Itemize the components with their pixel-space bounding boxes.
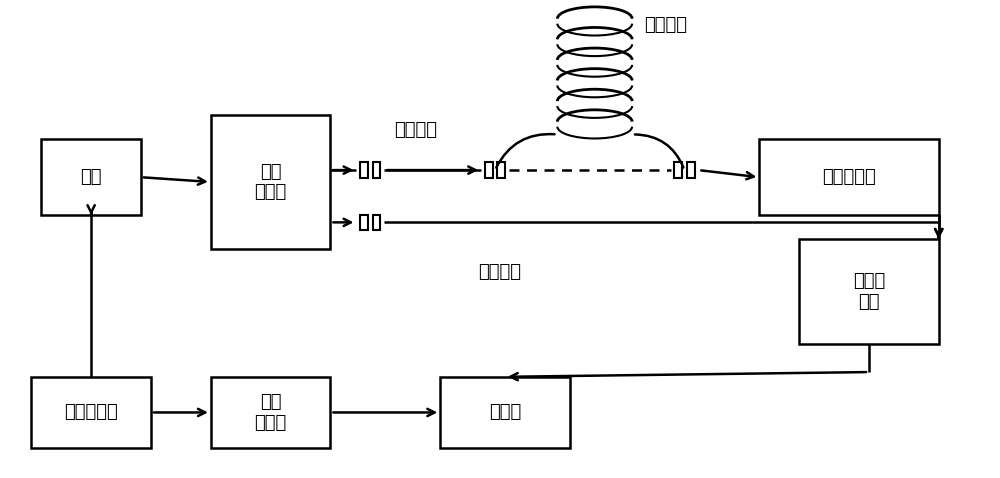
Bar bbox=[360, 215, 368, 230]
Text: 函数发生器: 函数发生器 bbox=[64, 403, 118, 422]
Text: 光纤
耦合器: 光纤 耦合器 bbox=[255, 163, 287, 201]
Bar bbox=[485, 162, 493, 178]
Bar bbox=[211, 116, 330, 249]
Bar bbox=[674, 162, 682, 178]
Bar bbox=[759, 139, 939, 215]
Bar bbox=[497, 162, 505, 178]
Bar bbox=[373, 215, 380, 230]
Text: 光电探
测器: 光电探 测器 bbox=[853, 272, 885, 311]
Bar bbox=[31, 377, 151, 448]
Bar bbox=[211, 377, 330, 448]
Bar bbox=[799, 239, 939, 344]
Bar bbox=[373, 162, 380, 178]
Bar bbox=[41, 139, 141, 215]
Bar bbox=[440, 377, 570, 448]
Text: 参考光路: 参考光路 bbox=[479, 263, 522, 281]
Text: 光电探测器: 光电探测器 bbox=[822, 168, 876, 186]
Text: 测试光路: 测试光路 bbox=[394, 121, 437, 139]
Bar bbox=[687, 162, 695, 178]
Text: 待测光纤: 待测光纤 bbox=[645, 16, 688, 34]
Text: 光源: 光源 bbox=[80, 168, 102, 186]
Bar bbox=[360, 162, 368, 178]
Text: 频率
计数器: 频率 计数器 bbox=[255, 393, 287, 432]
Text: 示波器: 示波器 bbox=[489, 403, 521, 422]
